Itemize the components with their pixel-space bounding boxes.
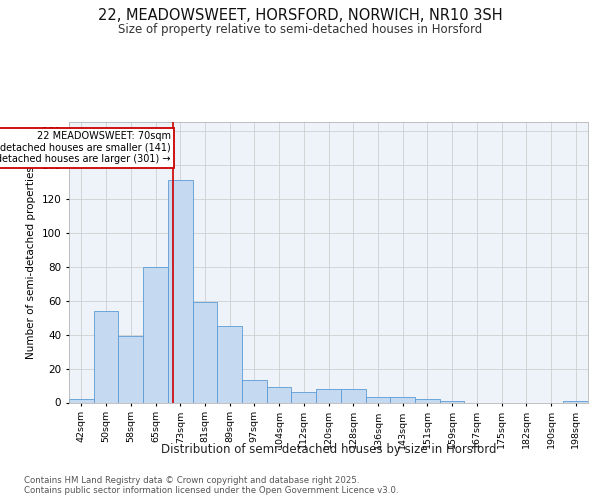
Text: Distribution of semi-detached houses by size in Horsford: Distribution of semi-detached houses by … xyxy=(161,442,497,456)
Bar xyxy=(193,302,217,402)
Y-axis label: Number of semi-detached properties: Number of semi-detached properties xyxy=(26,166,36,359)
Bar xyxy=(267,387,292,402)
Bar xyxy=(341,389,365,402)
Text: Contains HM Land Registry data © Crown copyright and database right 2025.
Contai: Contains HM Land Registry data © Crown c… xyxy=(24,476,398,495)
Bar xyxy=(365,398,390,402)
Bar xyxy=(415,399,440,402)
Bar xyxy=(292,392,316,402)
Bar xyxy=(242,380,267,402)
Bar xyxy=(143,266,168,402)
Bar xyxy=(118,336,143,402)
Text: 22, MEADOWSWEET, HORSFORD, NORWICH, NR10 3SH: 22, MEADOWSWEET, HORSFORD, NORWICH, NR10… xyxy=(98,8,502,22)
Bar xyxy=(563,401,588,402)
Bar xyxy=(168,180,193,402)
Bar xyxy=(94,311,118,402)
Bar xyxy=(217,326,242,402)
Text: Size of property relative to semi-detached houses in Horsford: Size of property relative to semi-detach… xyxy=(118,22,482,36)
Bar xyxy=(390,398,415,402)
Bar xyxy=(316,389,341,402)
Bar xyxy=(440,401,464,402)
Text: 22 MEADOWSWEET: 70sqm
← 31% of semi-detached houses are smaller (141)
67% of sem: 22 MEADOWSWEET: 70sqm ← 31% of semi-deta… xyxy=(0,131,171,164)
Bar xyxy=(69,399,94,402)
